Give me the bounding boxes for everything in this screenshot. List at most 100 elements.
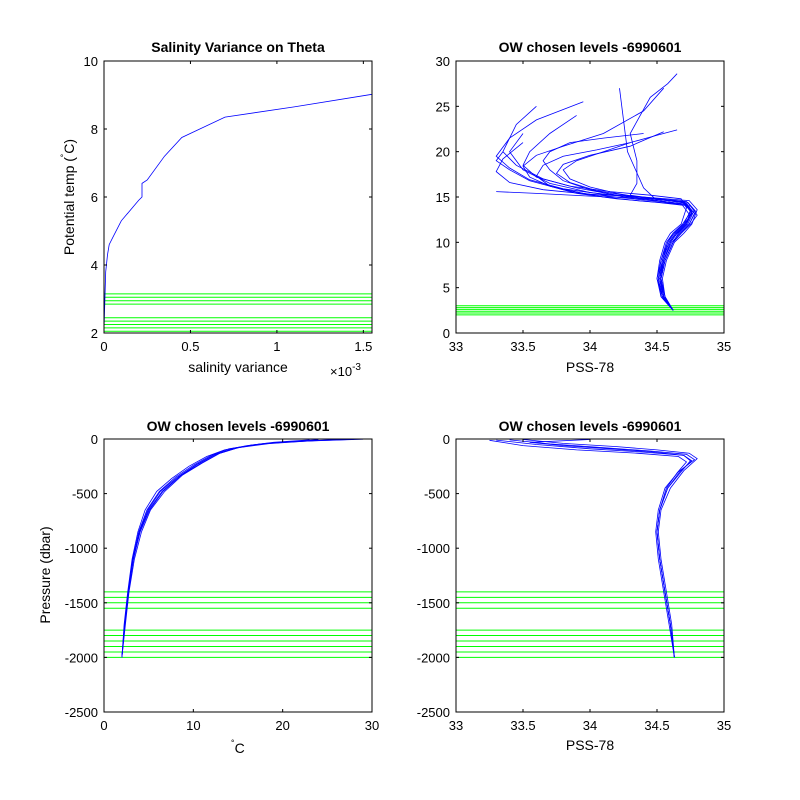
x-multiplier-exponent: -3 <box>352 362 361 373</box>
profile-line <box>529 439 693 658</box>
subplot-3-series <box>121 438 364 658</box>
subplot-salinity-variance: Salinity Variance on Theta 0 0.5 1 1.5 2 4 6 8 1… <box>60 39 373 379</box>
subplot-3-axes-frame <box>103 438 373 713</box>
subplot-4-ticks: 33 33.5 34 34.5 35 0 -500 -1000 -1500 -2000 -2500 <box>417 432 731 733</box>
subplot-3-ticks: 0 10 20 30 0 -500 -1000 -1500 -2000 -2500 <box>65 432 379 733</box>
subplot-1-title: Salinity Variance on Theta <box>151 39 325 55</box>
profile-line <box>509 439 696 658</box>
profile-line <box>121 439 319 658</box>
x-tick-label: 0 <box>100 718 107 733</box>
subplot-2-axes-frame <box>455 60 725 334</box>
x-tick-label: 34.5 <box>644 718 669 733</box>
x-tick-label: 0 <box>100 339 107 354</box>
profile-line <box>121 439 337 658</box>
y-tick-label: -1500 <box>65 596 98 611</box>
y-tick-label: 0 <box>91 432 98 447</box>
subplot-4-levels <box>456 591 724 658</box>
subplot-1-ticks: 0 0.5 1 1.5 2 4 6 8 10 <box>84 54 373 354</box>
subplot-temperature-pressure: OW chosen levels -6990601 0 10 20 30 0 -500 -1… <box>37 418 379 756</box>
y-tick-label: -1500 <box>417 596 450 611</box>
subplot-1-series <box>103 93 373 330</box>
profile-line <box>502 106 696 311</box>
x-tick-label: 34.5 <box>644 339 669 354</box>
x-tick-label: 10 <box>186 718 200 733</box>
profile-line <box>496 439 692 658</box>
profile-line <box>121 438 355 658</box>
profile-line <box>522 439 698 658</box>
y-tick-label: 4 <box>91 258 98 273</box>
profile-line <box>121 439 319 658</box>
profile-line <box>619 88 695 311</box>
profile-line <box>495 101 691 311</box>
subplot-1-xlabel: salinity variance <box>188 359 288 375</box>
y-tick-label: 8 <box>91 122 98 137</box>
y-tick-label: 5 <box>443 281 450 296</box>
y-tick-label: 10 <box>84 54 98 69</box>
x-tick-label: 35 <box>717 718 731 733</box>
profile-line <box>629 73 693 311</box>
subplot-1-levels <box>104 293 372 332</box>
y-tick-label: -2500 <box>65 705 98 720</box>
profile-line <box>121 439 310 658</box>
subplot-salinity-pressure: OW chosen levels -6990601 33 33.5 34 34.5 35… <box>417 418 731 753</box>
y-tick-label: 30 <box>436 54 450 69</box>
subplot-4-series <box>489 439 698 658</box>
y-tick-label: -2500 <box>417 705 450 720</box>
y-tick-label: -500 <box>72 487 98 502</box>
ylabel-degree: ˚ <box>60 154 72 157</box>
profile-line <box>562 129 694 311</box>
y-tick-label: 2 <box>91 326 98 341</box>
subplot-2-series <box>495 73 698 311</box>
y-tick-label: 0 <box>443 432 450 447</box>
x-tick-label: 20 <box>275 718 289 733</box>
x-multiplier-base: ×10 <box>330 364 352 379</box>
profile-line <box>121 438 364 658</box>
subplot-3-title: OW chosen levels -6990601 <box>147 418 330 434</box>
y-tick-label: 20 <box>436 145 450 160</box>
profile-line <box>555 131 697 311</box>
xlabel-end: C <box>235 740 245 756</box>
x-tick-label: 1.5 <box>354 339 372 354</box>
subplot-2-title: OW chosen levels -6990601 <box>499 39 682 55</box>
y-tick-label: -500 <box>424 487 450 502</box>
subplot-4-title: OW chosen levels -6990601 <box>499 418 682 434</box>
y-tick-label: -1000 <box>65 541 98 556</box>
profile-line <box>495 151 698 311</box>
subplot-1-ylabel: Potential temp (˚C) <box>60 139 77 255</box>
x-tick-label: 1 <box>273 339 280 354</box>
subplot-1-axes-frame <box>103 60 373 334</box>
profile-line <box>535 142 690 311</box>
y-tick-label: -1000 <box>417 541 450 556</box>
subplot-2-xlabel: PSS-78 <box>566 359 614 375</box>
y-tick-label: 25 <box>436 99 450 114</box>
x-tick-label: 30 <box>365 718 379 733</box>
x-tick-label: 34 <box>583 718 597 733</box>
subplot-4-axes-frame <box>455 438 725 713</box>
x-tick-label: 34 <box>583 339 597 354</box>
x-tick-label: 33.5 <box>510 339 535 354</box>
xlabel-degree: ˚ <box>231 739 234 751</box>
y-tick-label: -2000 <box>65 650 98 665</box>
ylabel-main: Potential temp ( <box>61 157 77 255</box>
y-tick-label: -2000 <box>417 650 450 665</box>
subplot-3-xlabel: ˚C <box>231 739 244 756</box>
subplot-theta-salinity: OW chosen levels -6990601 33 33.5 34 34.5 35… <box>436 39 732 375</box>
x-tick-label: 33 <box>449 339 463 354</box>
subplot-2-levels <box>456 305 724 316</box>
subplot-2-ticks: 33 33.5 34 34.5 35 0 5 10 15 20 25 30 <box>436 54 732 354</box>
profile-line <box>495 142 698 311</box>
subplot-3-ylabel: Pressure (dbar) <box>37 526 53 623</box>
y-tick-label: 15 <box>436 190 450 205</box>
subplot-3-levels <box>104 591 372 658</box>
x-tick-label: 35 <box>717 339 731 354</box>
profile-line <box>522 115 687 311</box>
profile-line <box>496 191 693 311</box>
profile-line <box>542 133 693 311</box>
x-tick-label: 33 <box>449 718 463 733</box>
subplot-4-xlabel: PSS-78 <box>566 737 614 753</box>
subplot-1-x-multiplier: ×10-3 <box>330 362 361 379</box>
x-tick-label: 33.5 <box>510 718 535 733</box>
y-tick-label: 6 <box>91 190 98 205</box>
y-tick-label: 10 <box>436 235 450 250</box>
